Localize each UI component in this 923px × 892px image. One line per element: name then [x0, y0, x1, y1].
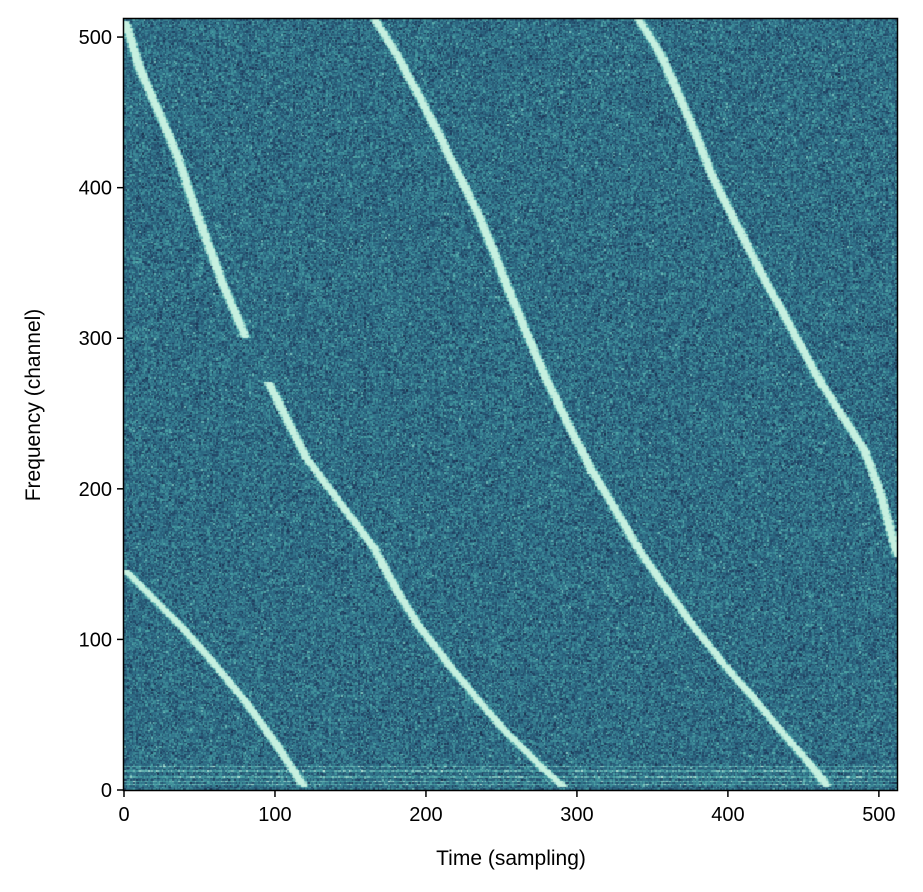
x-tick-label: 200: [409, 804, 442, 826]
x-axis-label: Time (sampling): [436, 847, 586, 870]
heatmap-image: [124, 19, 897, 790]
x-tick-label: 500: [862, 804, 895, 826]
y-tick-label: 200: [79, 479, 112, 501]
y-tick-label: 400: [79, 178, 112, 200]
x-tick-label: 0: [118, 804, 129, 826]
x-tick-label: 100: [258, 804, 291, 826]
y-tick-label: 500: [79, 27, 112, 49]
x-axis-ticks: 0 100 200 300 400 500: [118, 790, 896, 826]
plot-frame: [122, 17, 899, 792]
x-tick-label: 400: [711, 804, 744, 826]
y-axis-ticks: 0 100 200 300 400 500: [79, 27, 124, 802]
y-tick-label: 100: [79, 629, 112, 651]
y-tick-label: 0: [101, 780, 112, 802]
y-tick-label: 300: [79, 328, 112, 350]
x-tick-label: 300: [560, 804, 593, 826]
y-axis-label: Frequency (channel): [22, 309, 45, 502]
